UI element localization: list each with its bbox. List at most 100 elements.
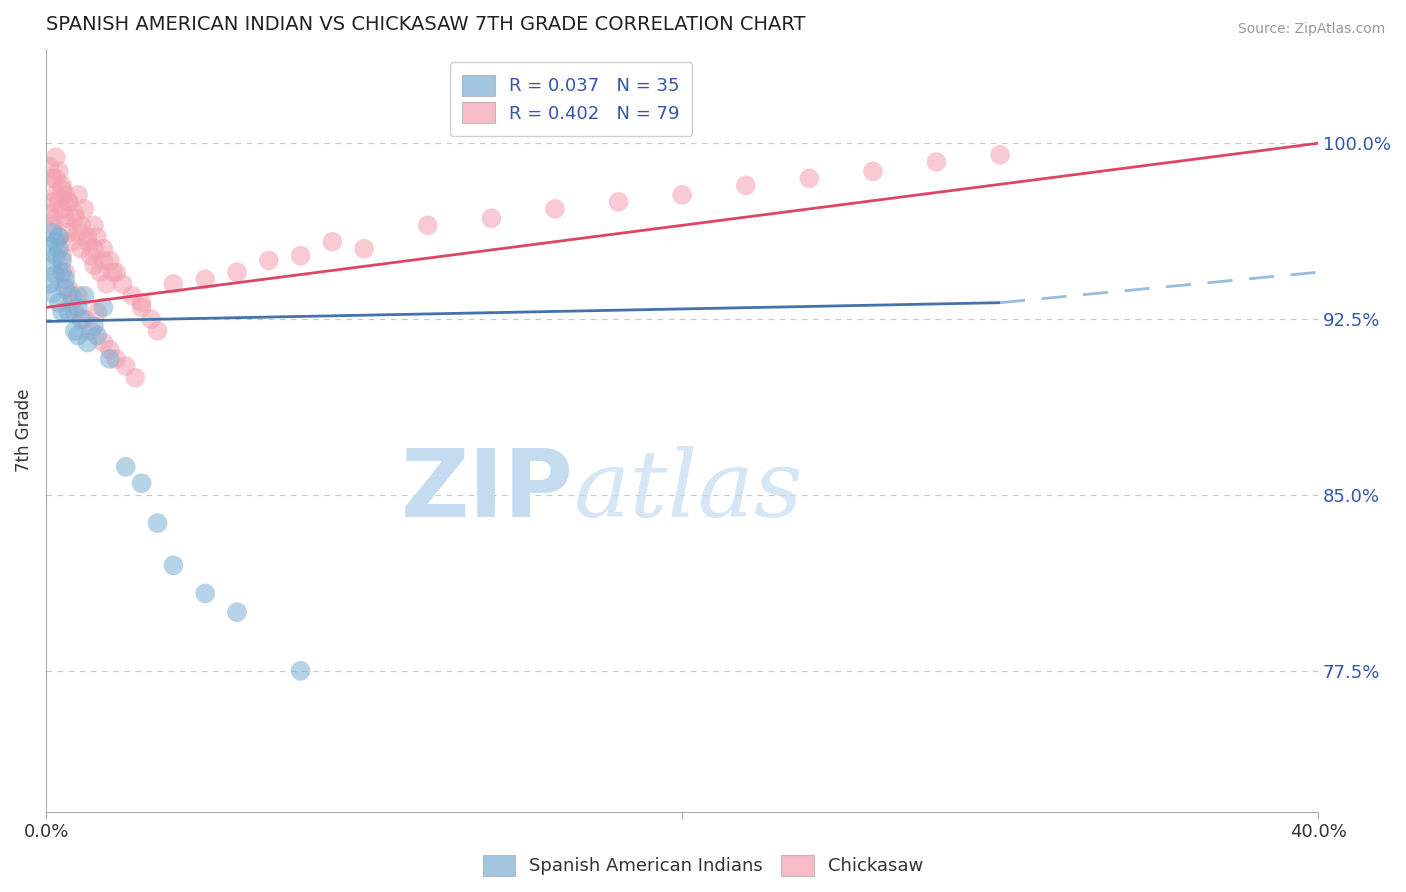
Point — [139, 312, 162, 326]
Point — [60, 288, 83, 302]
Point — [544, 202, 567, 216]
Point — [83, 242, 105, 256]
Point — [48, 194, 70, 209]
Text: SPANISH AMERICAN INDIAN VS CHICKASAW 7TH GRADE CORRELATION CHART: SPANISH AMERICAN INDIAN VS CHICKASAW 7TH… — [46, 15, 806, 34]
Point — [862, 164, 884, 178]
Point — [70, 219, 93, 233]
Point — [98, 253, 121, 268]
Point — [53, 282, 76, 296]
Point — [41, 194, 63, 209]
Point — [162, 277, 184, 291]
Point — [105, 351, 128, 366]
Point — [925, 155, 948, 169]
Point — [76, 335, 98, 350]
Point — [58, 282, 80, 296]
Point — [83, 319, 105, 334]
Point — [101, 265, 124, 279]
Y-axis label: 7th Grade: 7th Grade — [15, 389, 32, 472]
Point — [45, 187, 67, 202]
Point — [96, 277, 118, 291]
Point — [51, 202, 73, 216]
Point — [60, 235, 83, 249]
Point — [479, 211, 502, 226]
Point — [63, 324, 86, 338]
Point — [321, 235, 343, 249]
Point — [41, 286, 63, 301]
Point — [93, 242, 115, 256]
Point — [121, 288, 143, 302]
Point — [38, 277, 60, 291]
Point — [607, 194, 630, 209]
Point — [73, 288, 96, 302]
Text: ZIP: ZIP — [401, 445, 574, 538]
Point — [51, 265, 73, 279]
Point — [45, 249, 67, 263]
Point — [93, 253, 115, 268]
Point — [58, 305, 80, 319]
Point — [53, 187, 76, 202]
Point — [45, 171, 67, 186]
Point — [48, 295, 70, 310]
Point — [66, 187, 89, 202]
Point — [38, 206, 60, 220]
Point — [66, 328, 89, 343]
Point — [63, 206, 86, 220]
Point — [45, 235, 67, 249]
Point — [799, 171, 821, 186]
Point — [41, 258, 63, 272]
Point — [988, 148, 1011, 162]
Point — [70, 312, 93, 326]
Point — [353, 242, 375, 256]
Point — [63, 211, 86, 226]
Point — [290, 664, 312, 678]
Point — [114, 359, 136, 373]
Point — [89, 265, 111, 279]
Point — [83, 219, 105, 233]
Point — [45, 268, 67, 282]
Point — [41, 219, 63, 233]
Legend: Spanish American Indians, Chickasaw: Spanish American Indians, Chickasaw — [475, 847, 931, 883]
Point — [66, 288, 89, 302]
Point — [131, 301, 153, 315]
Legend: R = 0.037   N = 35, R = 0.402   N = 79: R = 0.037 N = 35, R = 0.402 N = 79 — [450, 62, 692, 136]
Point — [111, 277, 134, 291]
Point — [194, 586, 217, 600]
Point — [38, 239, 60, 253]
Point — [86, 305, 108, 319]
Point — [194, 272, 217, 286]
Point — [98, 351, 121, 366]
Point — [60, 295, 83, 310]
Point — [93, 301, 115, 315]
Point — [73, 202, 96, 216]
Point — [80, 249, 103, 263]
Point — [48, 242, 70, 256]
Point — [70, 242, 93, 256]
Point — [53, 272, 76, 286]
Point — [66, 301, 89, 315]
Point — [98, 343, 121, 357]
Point — [83, 258, 105, 272]
Point — [416, 219, 439, 233]
Point — [58, 194, 80, 209]
Text: atlas: atlas — [574, 446, 804, 536]
Point — [124, 370, 146, 384]
Point — [41, 171, 63, 186]
Point — [51, 253, 73, 268]
Text: Source: ZipAtlas.com: Source: ZipAtlas.com — [1237, 22, 1385, 37]
Point — [86, 230, 108, 244]
Point — [66, 225, 89, 239]
Point — [76, 235, 98, 249]
Point — [45, 211, 67, 226]
Point — [734, 178, 756, 193]
Point — [51, 183, 73, 197]
Point — [38, 160, 60, 174]
Point — [114, 459, 136, 474]
Point — [45, 150, 67, 164]
Point — [162, 558, 184, 573]
Point — [76, 230, 98, 244]
Point — [58, 194, 80, 209]
Point — [51, 305, 73, 319]
Point — [48, 230, 70, 244]
Point — [131, 295, 153, 310]
Point — [51, 178, 73, 193]
